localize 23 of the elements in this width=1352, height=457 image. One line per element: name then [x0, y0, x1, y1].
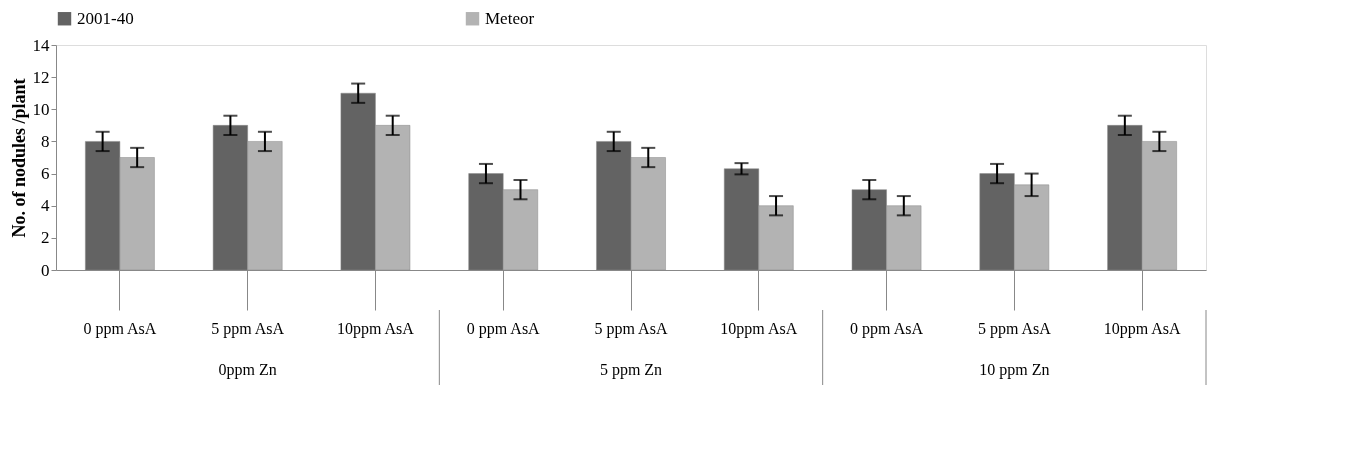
y-tick-label: 10: [32, 99, 50, 119]
x-tick-label: 10ppm AsA: [336, 319, 415, 338]
y-tick-label: 0: [41, 260, 50, 280]
text: 0ppm Zn: [218, 361, 277, 379]
x-tick-label: 0 ppm AsA: [83, 319, 157, 338]
x-tick-label: 5 ppm AsA: [211, 319, 285, 338]
y-tick-label: 12: [32, 67, 50, 87]
y-tick-label: 6: [41, 164, 50, 184]
y-tick-label: 4: [41, 196, 50, 216]
x-tick-label: 10ppm AsA: [720, 319, 798, 338]
x-tick-label: 10ppm AsA: [1103, 319, 1181, 338]
y-tick-label: 14: [32, 35, 50, 55]
x-tick-label: 5 ppm AsA: [977, 319, 1052, 338]
x-tick-label: 5 ppm AsA: [594, 319, 668, 338]
legend-label: 2001-40: [77, 8, 134, 28]
text: 5 ppm Zn: [599, 361, 663, 379]
legend-label: Meteor: [485, 8, 535, 28]
text: 10 ppm Zn: [979, 361, 1050, 379]
x-tick-label: 0 ppm AsA: [466, 319, 541, 338]
y-tick-label: 8: [41, 131, 50, 151]
y-tick-label: 2: [41, 228, 50, 248]
x-tick-label: 0 ppm AsA: [850, 319, 924, 338]
y-axis-title: No. of nodules /plant: [8, 78, 29, 238]
